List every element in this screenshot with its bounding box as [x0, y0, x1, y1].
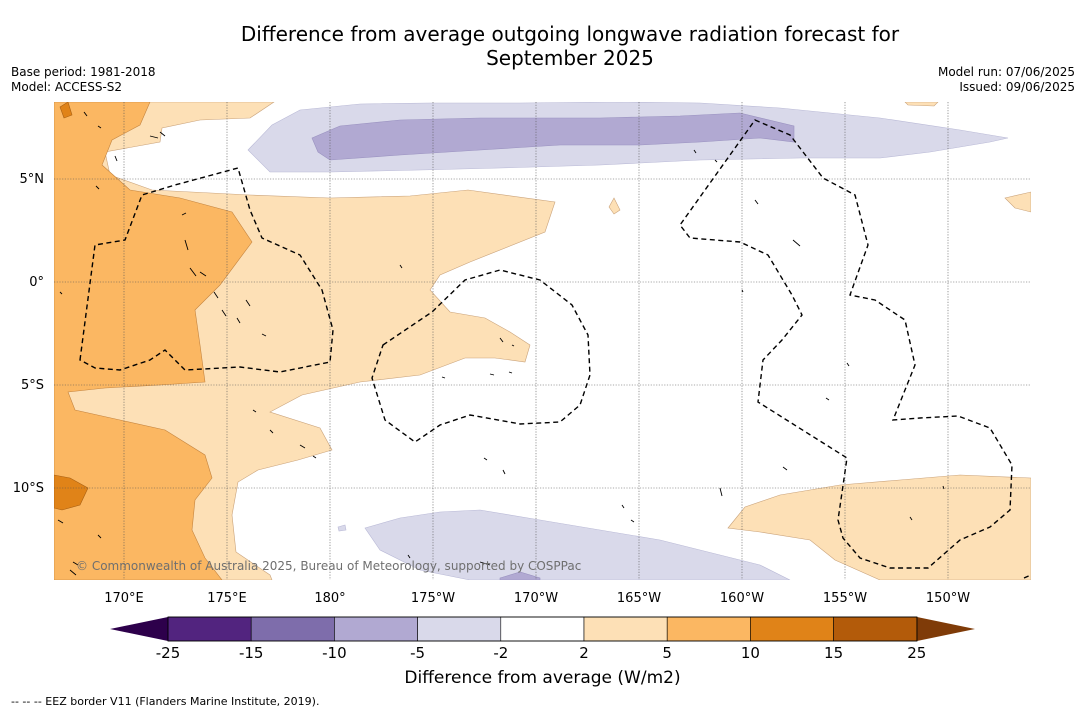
colorbar-tick-label: 10 — [741, 644, 760, 662]
lat-tick-10s: 10°S — [13, 481, 44, 496]
lat-tick-5s: 5°S — [21, 378, 44, 393]
chart-title: Difference from average outgoing longwav… — [0, 22, 1085, 70]
lon-tick-175w: 175°W — [411, 591, 455, 606]
longitude-tick-labels: 170°E 175°E 180° 175°W 170°W 165°W 160°W… — [104, 591, 970, 606]
title-line-2: September 2025 — [486, 46, 654, 70]
anomaly-region-2-5-dot-b — [904, 102, 939, 107]
anomaly-region-neg5-neg10-south — [499, 571, 541, 580]
colorbar: -25 -15 -10 -5 -2 2 5 10 15 25 — [110, 616, 975, 662]
base-period: Base period: 1981-2018 — [11, 65, 156, 79]
colorbar-tick-label: 2 — [579, 644, 589, 662]
lon-tick-165w: 165°W — [617, 591, 661, 606]
anomaly-region-10-15-b — [59, 102, 73, 119]
colorbar-segment — [666, 616, 751, 642]
colorbar-segment — [500, 616, 585, 642]
colorbar-segments — [167, 616, 918, 642]
eez-footnote: -- -- -- EEZ border V11 (Flanders Marine… — [11, 695, 320, 708]
colorbar-segment — [833, 616, 918, 642]
eez-border-line-islands — [679, 119, 1013, 569]
colorbar-tick-label: 25 — [907, 644, 926, 662]
anomaly-region-neg5-neg10-north — [311, 112, 795, 161]
colorbar-tick-label: -15 — [239, 644, 264, 662]
lat-tick-0: 0° — [29, 275, 44, 290]
copyright-notice: © Commonwealth of Australia 2025, Bureau… — [76, 559, 581, 573]
gridlines — [54, 102, 1031, 580]
colorbar-tick-label: -25 — [156, 644, 181, 662]
colorbar-tick-label: -5 — [410, 644, 425, 662]
eez-border-east-edge — [1023, 574, 1031, 579]
eez-border-phoenix — [371, 269, 591, 443]
colorbar-frame — [167, 616, 918, 642]
lon-tick-175e: 175°E — [207, 591, 247, 606]
colorbar-tick-label: -10 — [322, 644, 347, 662]
colorbar-tick-labels: -25 -15 -10 -5 -2 2 5 10 15 25 — [156, 644, 927, 662]
colorbar-segment — [167, 616, 252, 642]
colorbar-over-arrow — [917, 617, 975, 641]
map-plot-area: © Commonwealth of Australia 2025, Bureau… — [54, 102, 1031, 580]
meta-left: Base period: 1981-2018 Model: ACCESS-S2 — [11, 65, 156, 95]
latitude-tick-labels: 5°N 0° 5°S 10°S — [13, 172, 44, 496]
issued-date: Issued: 09/06/2025 — [959, 80, 1075, 94]
lon-tick-155w: 155°W — [823, 591, 867, 606]
anomaly-region-2-5-east-patch — [1004, 191, 1031, 213]
lon-tick-180: 180° — [314, 591, 345, 606]
anomaly-region-10-15-a — [54, 474, 89, 511]
colorbar-segment — [417, 616, 502, 642]
lon-tick-150w: 150°W — [926, 591, 970, 606]
meta-right: Model run: 07/06/2025 Issued: 09/06/2025 — [938, 65, 1075, 95]
island-outlines — [57, 111, 945, 576]
lon-tick-170e: 170°E — [104, 591, 144, 606]
anomaly-region-neg2-neg5-dot — [337, 524, 347, 532]
colorbar-tick-label: -2 — [493, 644, 508, 662]
colorbar-segment — [250, 616, 335, 642]
model-run: Model run: 07/06/2025 — [937, 65, 1075, 79]
colorbar-under-arrow — [110, 617, 168, 641]
model-name: Model: ACCESS-S2 — [11, 80, 123, 94]
colorbar-segment — [583, 616, 668, 642]
colorbar-segment — [334, 616, 418, 642]
eez-borders — [79, 119, 1031, 579]
anomaly-region-2-5-dot-a — [608, 197, 621, 215]
colorbar-segment — [750, 616, 834, 642]
colorbar-label: Difference from average (W/m2) — [404, 668, 681, 688]
colorbar-tick-label: 15 — [824, 644, 843, 662]
anomaly-region-2-5-southeast — [727, 474, 1031, 580]
lon-tick-160w: 160°W — [720, 591, 764, 606]
lat-tick-5n: 5°N — [20, 172, 45, 187]
eez-border-tuvalu — [79, 167, 334, 373]
anomaly-region-neg2-neg5-south — [364, 509, 791, 580]
title-line-1: Difference from average outgoing longwav… — [240, 22, 900, 46]
colorbar-tick-label: 5 — [662, 644, 672, 662]
lon-tick-170w: 170°W — [514, 591, 558, 606]
